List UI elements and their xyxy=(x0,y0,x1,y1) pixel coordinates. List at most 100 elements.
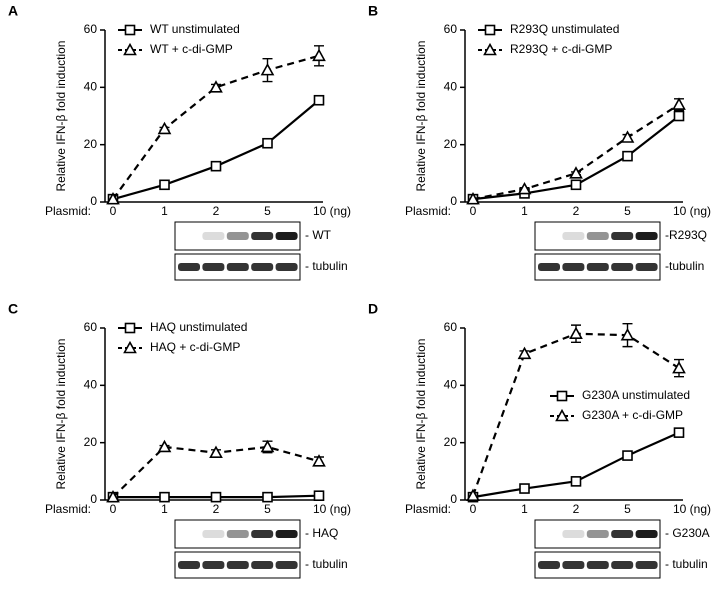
x-tick-label: 10 (ng) xyxy=(673,204,711,218)
x-tick-label: 1 xyxy=(521,502,528,516)
blot-label: - HAQ xyxy=(305,526,338,540)
blot-band xyxy=(611,530,634,538)
marker xyxy=(556,390,568,402)
blot-band xyxy=(178,561,200,569)
blot-band xyxy=(275,561,298,569)
x-tick-label: 2 xyxy=(213,502,220,516)
marker xyxy=(672,360,686,374)
y-tick-label: 40 xyxy=(84,80,98,94)
blot-band xyxy=(202,561,225,569)
x-tick-label: 2 xyxy=(573,502,580,516)
marker xyxy=(620,130,635,143)
x-tick-label: 2 xyxy=(573,204,580,218)
y-axis-title: Relative IFN-β fold induction xyxy=(54,41,68,192)
marker xyxy=(570,179,582,191)
x-axis-title: Plasmid: xyxy=(405,502,451,516)
marker xyxy=(209,80,223,93)
marker xyxy=(466,488,480,501)
y-tick-label: 40 xyxy=(444,378,458,392)
blot-band xyxy=(275,530,298,538)
marker xyxy=(260,439,275,453)
blot-band xyxy=(275,232,298,240)
y-tick-label: 60 xyxy=(84,320,98,334)
y-tick-label: 60 xyxy=(84,22,98,36)
blot-band xyxy=(635,263,658,271)
blot-band xyxy=(611,263,634,271)
marker xyxy=(124,24,136,36)
blot-band xyxy=(611,561,634,569)
y-tick-label: 60 xyxy=(444,22,458,36)
marker xyxy=(312,454,326,467)
marker xyxy=(313,94,325,106)
y-tick-label: 60 xyxy=(444,320,458,334)
y-tick-label: 20 xyxy=(444,137,458,151)
y-axis-title: Relative IFN-β fold induction xyxy=(414,41,428,192)
y-tick-label: 0 xyxy=(450,492,457,506)
marker xyxy=(569,326,583,340)
marker xyxy=(466,191,480,205)
marker xyxy=(159,179,170,191)
panel-label: B xyxy=(368,3,378,19)
blot-band xyxy=(635,561,658,569)
x-tick-label: 0 xyxy=(470,204,477,218)
y-tick-label: 40 xyxy=(444,80,458,94)
blot-band xyxy=(251,263,274,271)
blot-band xyxy=(251,232,274,240)
y-axis-title: Relative IFN-β fold induction xyxy=(414,339,428,490)
x-tick-label: 1 xyxy=(161,502,168,516)
blot-band xyxy=(562,530,585,538)
x-tick-label: 2 xyxy=(213,204,220,218)
x-tick-label: 10 (ng) xyxy=(313,502,351,516)
marker xyxy=(672,97,686,110)
marker xyxy=(673,427,685,438)
marker xyxy=(673,110,685,122)
marker xyxy=(124,322,136,334)
blot-band xyxy=(538,561,560,569)
blot-label: - tubulin xyxy=(305,259,348,273)
y-tick-label: 20 xyxy=(84,137,98,151)
x-tick-label: 5 xyxy=(264,502,271,516)
marker xyxy=(157,121,172,135)
blot-band xyxy=(538,263,560,271)
blot-band xyxy=(586,263,609,271)
legend-label: WT unstimulated xyxy=(150,22,240,36)
marker xyxy=(262,137,273,149)
blot-band xyxy=(178,263,200,271)
marker xyxy=(260,62,275,76)
marker xyxy=(209,445,223,458)
legend-label: G230A + c-di-GMP xyxy=(582,408,683,422)
marker xyxy=(123,340,137,354)
x-tick-label: 5 xyxy=(264,204,271,218)
x-tick-label: 1 xyxy=(521,204,528,218)
marker xyxy=(106,489,120,503)
legend-label: G230A unstimulated xyxy=(582,388,690,402)
blot-band xyxy=(586,232,609,240)
series-line xyxy=(112,99,320,201)
blot-label: -tubulin xyxy=(665,259,704,273)
blot-band xyxy=(251,561,274,569)
marker xyxy=(312,48,326,62)
marker xyxy=(519,483,530,494)
blot-label: - tubulin xyxy=(665,557,708,571)
marker xyxy=(570,476,582,487)
series-line xyxy=(472,431,680,499)
marker xyxy=(313,490,325,501)
legend-label: R293Q + c-di-GMP xyxy=(510,42,612,56)
x-tick-label: 5 xyxy=(624,204,631,218)
y-tick-label: 0 xyxy=(90,492,97,506)
marker xyxy=(106,191,120,205)
blot-band xyxy=(202,263,225,271)
marker xyxy=(517,181,532,195)
legend-label: WT + c-di-GMP xyxy=(150,42,233,56)
x-tick-label: 0 xyxy=(470,502,477,516)
blot-band xyxy=(586,561,609,569)
marker xyxy=(622,150,633,162)
blot-label: - G230A xyxy=(665,526,710,540)
marker xyxy=(484,24,496,36)
marker xyxy=(210,491,222,503)
x-axis-title: Plasmid: xyxy=(405,204,451,218)
blot-band xyxy=(226,530,249,538)
